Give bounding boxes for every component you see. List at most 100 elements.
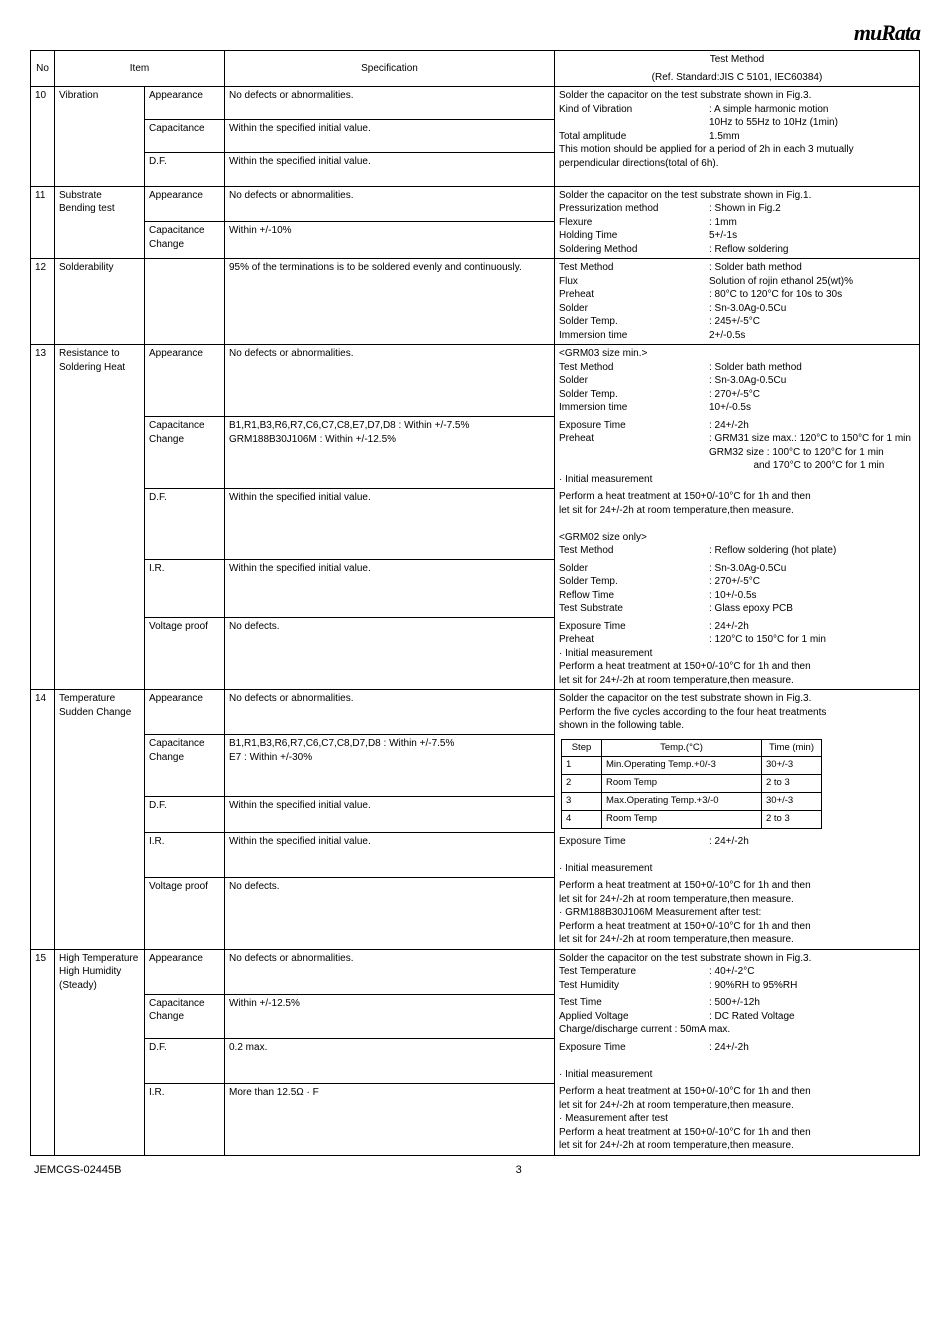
- text: Test Method: [559, 361, 709, 375]
- text: Perform a heat treatment at 150+0/-10°C …: [559, 880, 811, 891]
- cell-param: Capacitance: [145, 120, 225, 153]
- td: 2 to 3: [762, 775, 822, 793]
- brand-logo: muRata: [30, 20, 920, 46]
- cell-method: Perform a heat treatment at 150+0/-10°C …: [555, 1083, 920, 1155]
- header-method-sub: (Ref. Standard:JIS C 5101, IEC60384): [555, 69, 920, 87]
- text: perpendicular directions(total of 6h).: [559, 158, 719, 169]
- td: Min.Operating Temp.+0/-3: [602, 757, 762, 775]
- cell-param: Voltage proof: [145, 618, 225, 690]
- text: : 270+/-5°C: [709, 576, 760, 587]
- spec-table: No Item Specification Test Method (Ref. …: [30, 50, 920, 1156]
- text: : GRM31 size max.: 120°C to 150°C for 1 …: [709, 433, 911, 444]
- text: Immersion time: [559, 329, 709, 343]
- text: : 24+/-2h: [709, 1042, 749, 1053]
- cell-item: Temperature Sudden Change: [55, 690, 145, 735]
- cell-spec: No defects or abnormalities.: [225, 345, 555, 417]
- text: Solder the capacitor on the test substra…: [559, 90, 811, 101]
- text: : Reflow soldering: [709, 244, 788, 255]
- td: 3: [562, 792, 602, 810]
- cell-param: Capacitance Change: [145, 222, 225, 259]
- text: : 270+/-5°C: [709, 389, 760, 400]
- page-footer: JEMCGS-02445B 3: [30, 1164, 920, 1176]
- cell-no: 11: [31, 186, 55, 222]
- header-item: Item: [55, 51, 225, 87]
- cell-param: Capacitance Change: [145, 994, 225, 1039]
- cell-method: Test Time: 500+/-12h Applied Voltage: DC…: [555, 994, 920, 1039]
- cell-method: Solder the capacitor on the test substra…: [555, 690, 920, 735]
- text: : Sn-3.0Ag-0.5Cu: [709, 375, 786, 386]
- text: Exposure Time: [559, 835, 709, 849]
- text: · GRM188B30J106M Measurement after test:: [559, 907, 761, 918]
- text: Exposure Time: [559, 620, 709, 634]
- text: : Reflow soldering (hot plate): [709, 545, 836, 556]
- text: Immersion time: [559, 401, 709, 415]
- text: Charge/discharge current : 50mA max.: [559, 1024, 730, 1035]
- cell-param: Appearance: [145, 186, 225, 222]
- footer-page-number: 3: [516, 1164, 522, 1176]
- text: Perform a heat treatment at 150+0/-10°C …: [559, 1127, 811, 1138]
- text: : Solder bath method: [709, 262, 802, 273]
- td: 1: [562, 757, 602, 775]
- text: Solder the capacitor on the test substra…: [559, 190, 811, 201]
- cell-method: Perform a heat treatment at 150+0/-10°C …: [555, 877, 920, 949]
- text: Perform a heat treatment at 150+0/-10°C …: [559, 921, 811, 932]
- text: Soldering Method: [559, 243, 709, 257]
- text: <GRM03 size min.>: [559, 348, 647, 359]
- cell-spec: No defects or abnormalities.: [225, 949, 555, 994]
- cell-method: Step Temp.(°C) Time (min) 1Min.Operating…: [555, 735, 920, 833]
- header-row: No Item Specification Test Method: [31, 51, 920, 69]
- header-no: No: [31, 51, 55, 87]
- td: 2 to 3: [762, 810, 822, 828]
- cell-spec: More than 12.5Ω · F: [225, 1083, 555, 1155]
- td: 4: [562, 810, 602, 828]
- text: Solder: [559, 562, 709, 576]
- text: Preheat: [559, 633, 709, 647]
- cell-spec: No defects or abnormalities.: [225, 690, 555, 735]
- text: : DC Rated Voltage: [709, 1011, 795, 1022]
- text: : 1mm: [709, 217, 737, 228]
- text: Test Humidity: [559, 979, 709, 993]
- cell-param: Voltage proof: [145, 877, 225, 949]
- th: Temp.(°C): [602, 739, 762, 757]
- cell-no: 13: [31, 345, 55, 417]
- text: · Measurement after test: [559, 1113, 668, 1124]
- cell-method: Solder the capacitor on the test substra…: [555, 949, 920, 994]
- cell-spec: No defects.: [225, 877, 555, 949]
- cell-param: D.F.: [145, 488, 225, 560]
- cell-spec: Within the specified initial value.: [225, 560, 555, 618]
- text: : 120°C to 150°C for 1 min: [709, 634, 826, 645]
- text: · Initial measurement: [559, 474, 652, 485]
- cell-spec: No defects or abnormalities.: [225, 186, 555, 222]
- cell-spec: B1,R1,B3,R6,R7,C6,C7,C8,D7,D8 : Within +…: [225, 735, 555, 797]
- text: Perform the five cycles according to the…: [559, 707, 826, 718]
- text: Solder Temp.: [559, 315, 709, 329]
- header-method: Test Method: [555, 51, 920, 69]
- text: : 24+/-2h: [709, 420, 749, 431]
- text: : 90%RH to 95%RH: [709, 980, 797, 991]
- th: Time (min): [762, 739, 822, 757]
- temp-cycle-table: Step Temp.(°C) Time (min) 1Min.Operating…: [561, 739, 822, 829]
- text: : 40+/-2°C: [709, 966, 754, 977]
- text: let sit for 24+/-2h at room temperature,…: [559, 934, 794, 945]
- td: Room Temp: [602, 775, 762, 793]
- text: Solder: [559, 302, 709, 316]
- cell-spec: 0.2 max.: [225, 1039, 555, 1084]
- text: Kind of Vibration: [559, 103, 709, 117]
- text: let sit for 24+/-2h at room temperature,…: [559, 894, 794, 905]
- footer-doc-id: JEMCGS-02445B: [34, 1164, 121, 1176]
- cell-no: 12: [31, 259, 55, 345]
- cell-item: Substrate Bending test: [55, 186, 145, 222]
- cell-spec: Within the specified initial value.: [225, 833, 555, 878]
- text: : Glass epoxy PCB: [709, 603, 793, 614]
- text: let sit for 24+/-2h at room temperature,…: [559, 505, 794, 516]
- text: : A simple harmonic motion: [709, 104, 829, 115]
- text: Preheat: [559, 432, 709, 446]
- cell-spec: B1,R1,B3,R6,R7,C6,C7,C8,E7,D7,D8 : Withi…: [225, 417, 555, 489]
- text: 10+/-0.5s: [709, 402, 751, 413]
- text: Flexure: [559, 216, 709, 230]
- text: E7 : Within +/-30%: [229, 752, 312, 763]
- header-spec: Specification: [225, 51, 555, 87]
- text: : Sn-3.0Ag-0.5Cu: [709, 303, 786, 314]
- cell-spec: No defects.: [225, 618, 555, 690]
- text: Applied Voltage: [559, 1010, 709, 1024]
